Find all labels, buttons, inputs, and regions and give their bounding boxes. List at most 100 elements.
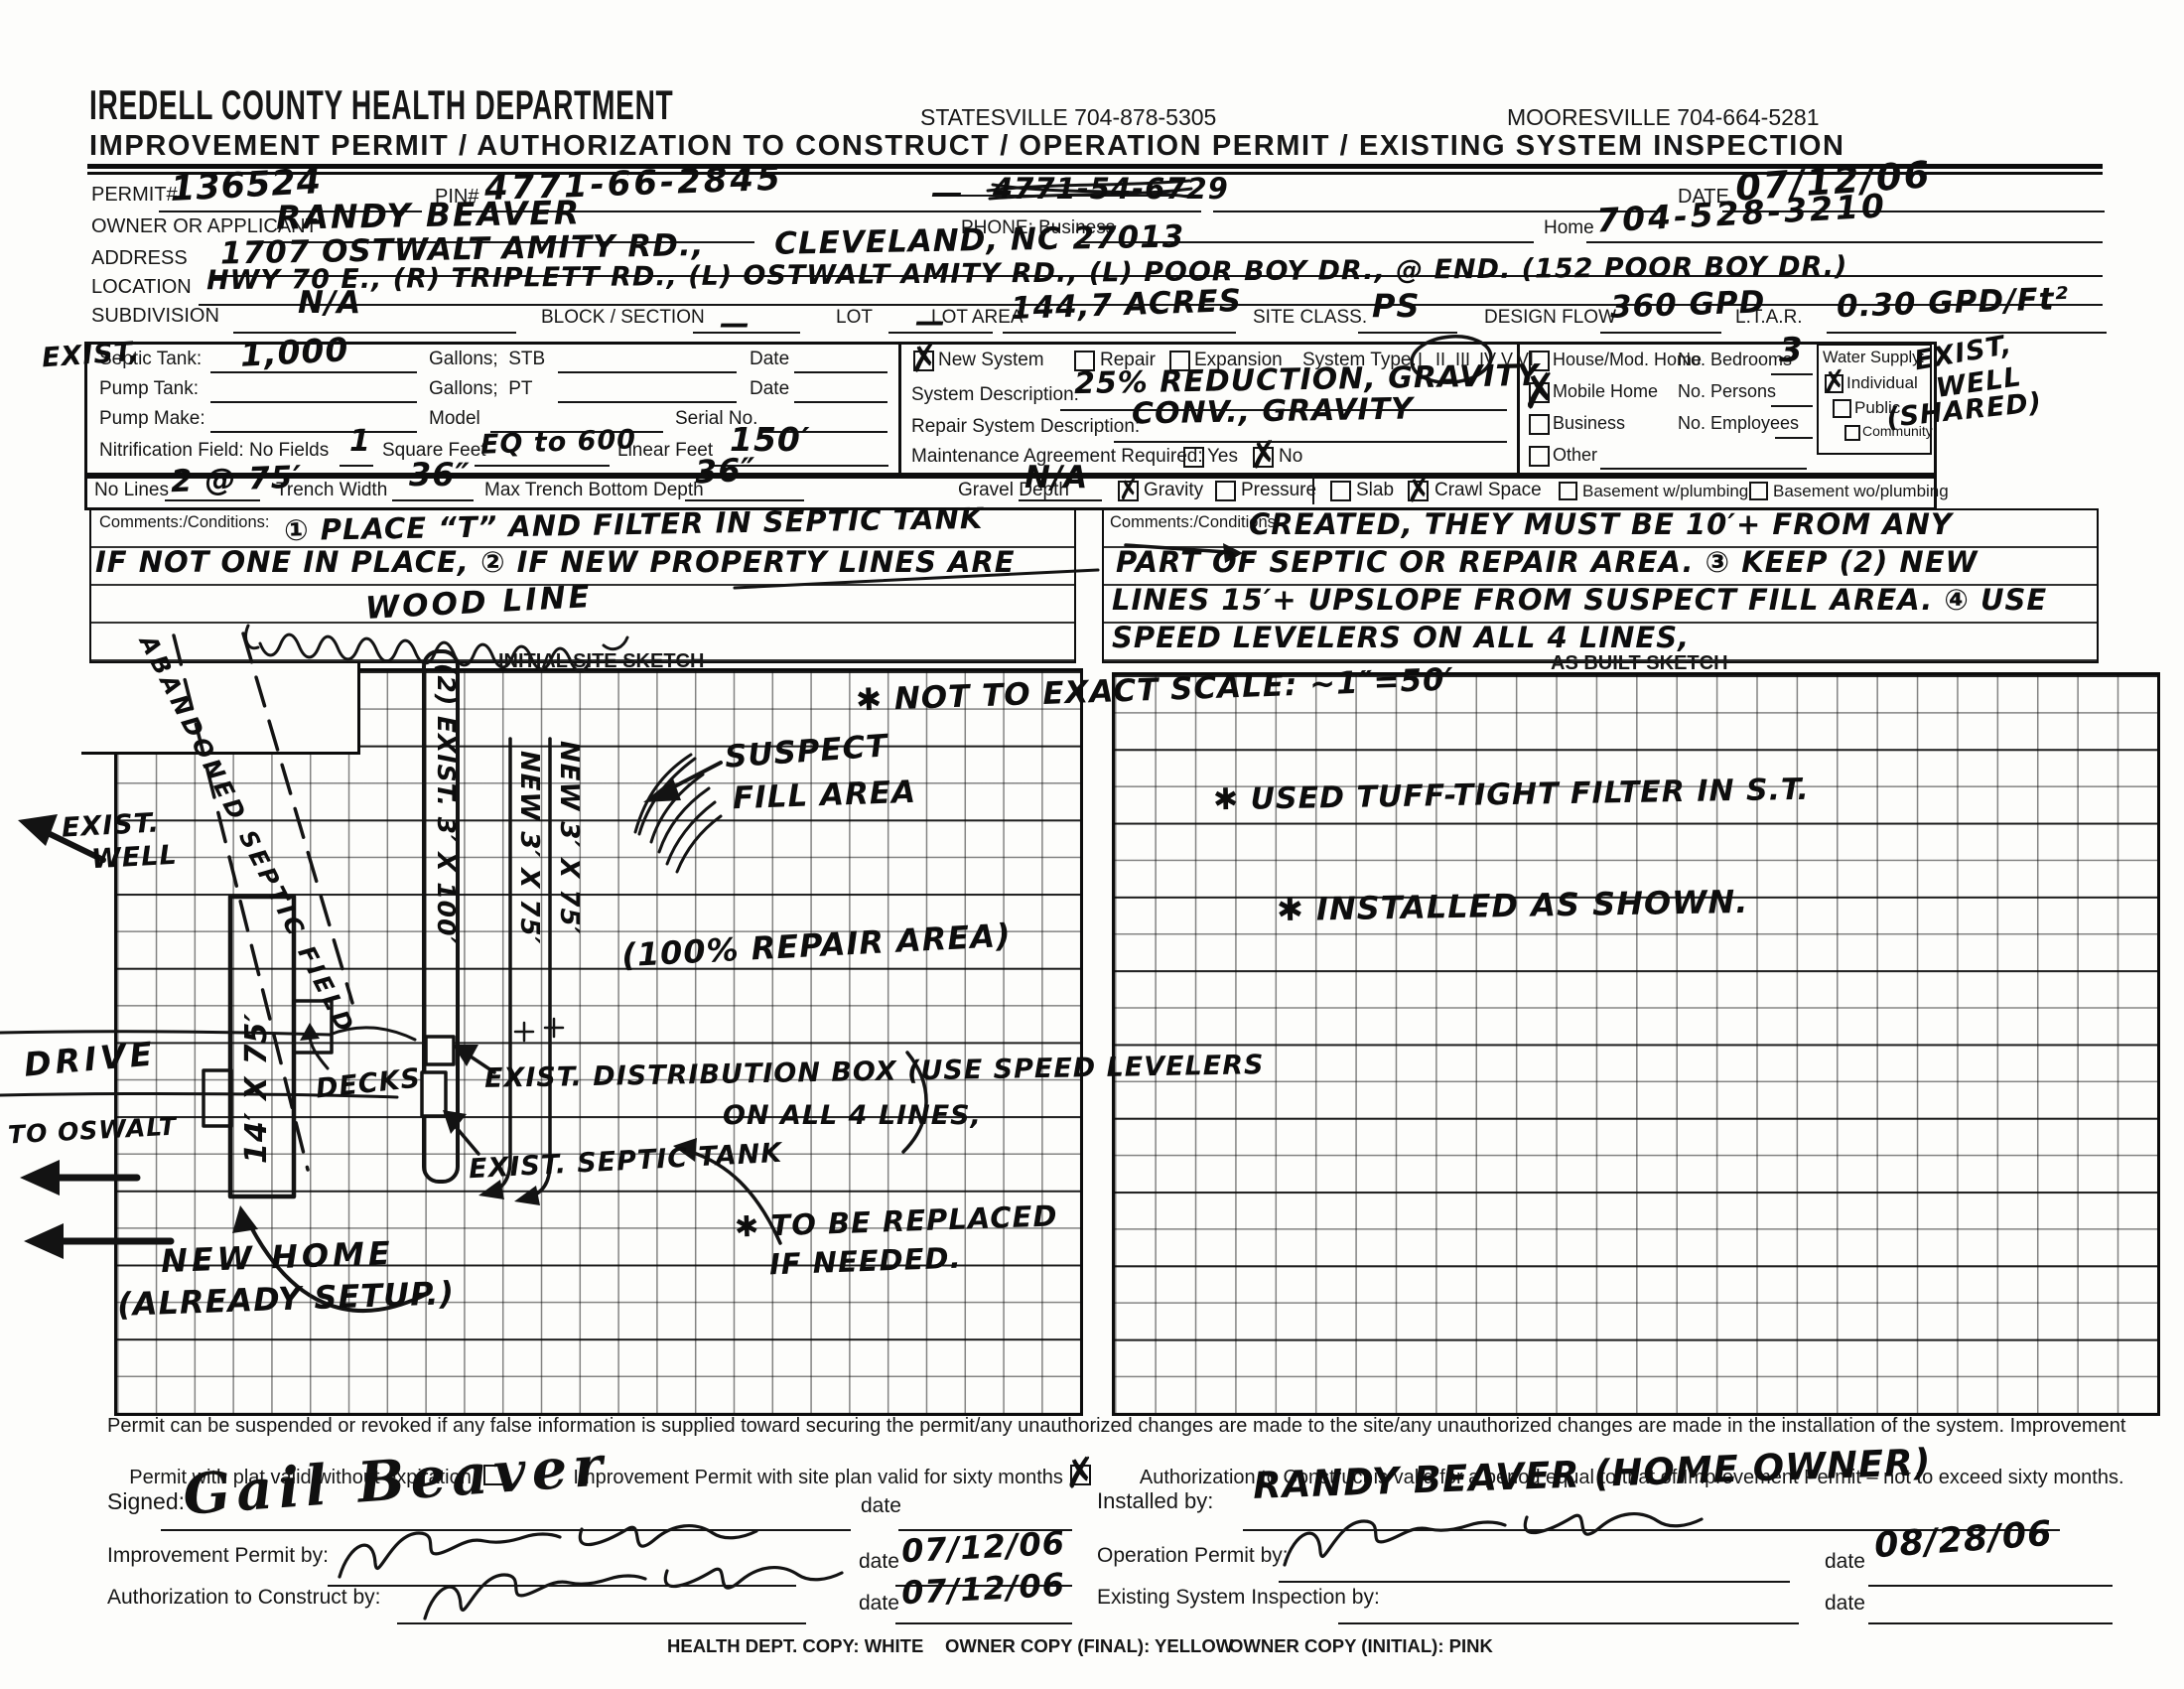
improvement-date-label: date bbox=[859, 1550, 899, 1573]
distribution-box-note-2: ON ALL 4 LINES, bbox=[723, 1100, 982, 1131]
lot-line bbox=[888, 332, 993, 334]
ltar-line bbox=[1827, 332, 2107, 334]
comments-right-box bbox=[1102, 508, 2099, 663]
initial-sketch-title: INITIAL SITE SKETCH bbox=[498, 650, 705, 672]
square-feet-label: Square Feet bbox=[382, 440, 486, 461]
signature-scrawl-improvement bbox=[338, 1524, 758, 1579]
persons-line bbox=[1771, 405, 1813, 407]
copy-owner-final: OWNER COPY (FINAL): YELLOW bbox=[945, 1635, 1234, 1656]
stb-line bbox=[558, 371, 737, 373]
checkmark: ✗ bbox=[1115, 473, 1142, 507]
septic-tank-label: Septic Tank: bbox=[99, 349, 203, 369]
checkbox-plat bbox=[483, 1465, 505, 1485]
pump-tank-line bbox=[210, 401, 417, 403]
signature-scrawl-operation bbox=[1283, 1511, 1704, 1567]
operation-date-line bbox=[1868, 1585, 2113, 1587]
comments-right-line2: PART OF SEPTIC OR REPAIR AREA. ③ KEEP (2… bbox=[1116, 545, 1979, 579]
trench-width-line bbox=[392, 499, 474, 501]
checkbox-new-system: ✗ bbox=[906, 337, 942, 381]
structure-box bbox=[1517, 342, 1937, 479]
lot-value: — bbox=[915, 305, 946, 340]
permit-line bbox=[159, 211, 422, 212]
repair-desc-line bbox=[1114, 441, 1507, 443]
checkmark: ✗ bbox=[1819, 362, 1849, 401]
new-system-label: New System bbox=[938, 350, 1044, 370]
pressure-label: Pressure bbox=[1241, 480, 1317, 500]
maint-no-label: No bbox=[1279, 446, 1303, 467]
form-title: IMPROVEMENT PERMIT / AUTHORIZATION TO CO… bbox=[89, 130, 1845, 162]
pump-tank-label: Pump Tank: bbox=[99, 378, 199, 399]
home-line bbox=[1586, 241, 2103, 243]
operation-permit-label: Operation Permit by: bbox=[1097, 1544, 1289, 1567]
ltar-label: L.T.A.R. bbox=[1735, 307, 1803, 328]
owner-line bbox=[263, 241, 754, 243]
no-lines-label: No Lines bbox=[94, 480, 169, 500]
basement-w-label: Basement w/plumbing bbox=[1582, 482, 1749, 500]
checkbox-basement-w bbox=[1559, 482, 1577, 500]
gravel-line bbox=[1019, 499, 1102, 501]
septic-value-line bbox=[210, 371, 417, 373]
checkbox-basement-wo bbox=[1749, 482, 1768, 500]
existing-inspection-label: Existing System Inspection by: bbox=[1097, 1586, 1380, 1609]
repair-desc-value: CONV., GRAVITY bbox=[1131, 391, 1415, 432]
water-supply-label: Water Supply: bbox=[1823, 349, 1926, 366]
subdivision-label: SUBDIVISION bbox=[91, 305, 219, 327]
expansion-label: Expansion bbox=[1194, 350, 1283, 370]
tank-exist-note: EXIST, bbox=[41, 336, 142, 374]
square-feet-line bbox=[475, 465, 610, 467]
persons-label: No. Persons bbox=[1678, 381, 1777, 401]
checkbox-sixty-months: ✗ bbox=[1061, 1448, 1101, 1497]
comments-right-line1: CREATED, THEY MUST BE 10′+ FROM ANY bbox=[1249, 507, 1953, 541]
nitrification-label: Nitrification Field: No Fields bbox=[99, 440, 330, 461]
comments-left-line2: IF NOT ONE IN PLACE, ② IF NEW PROPERTY L… bbox=[95, 545, 1016, 579]
home-phone-value: 704-528-3210 bbox=[1595, 186, 1888, 240]
operation-date-label: date bbox=[1825, 1550, 1865, 1573]
no-fields-line bbox=[340, 465, 373, 467]
repair-label: Repair bbox=[1100, 350, 1156, 370]
address-label: ADDRESS bbox=[91, 247, 188, 269]
stb-date-label: Date bbox=[750, 349, 790, 369]
maint-yes-label: Yes bbox=[1207, 446, 1238, 467]
mooresville-phone: MOORESVILLE 704-664-5281 bbox=[1507, 104, 1820, 130]
lot-area-value: 144,7 ACRES bbox=[1010, 282, 1243, 328]
basement-wo-label: Basement wo/plumbing bbox=[1773, 482, 1949, 500]
community-label: Community bbox=[1862, 423, 1933, 439]
slab-label: Slab bbox=[1356, 480, 1395, 500]
checkmark: ✗ bbox=[1245, 432, 1282, 478]
existing-date-line bbox=[1868, 1622, 2113, 1624]
trench-width-label: Trench Width bbox=[276, 480, 388, 500]
checkbox-house bbox=[1529, 351, 1550, 371]
checkmark: ✗ bbox=[1060, 1448, 1101, 1498]
authorization-line bbox=[397, 1622, 806, 1624]
gallons-pt-label: Gallons; PT bbox=[429, 378, 533, 399]
checkbox-business bbox=[1529, 414, 1550, 435]
mobile-home-label: Mobile Home bbox=[1553, 381, 1659, 401]
site-class-value: PS bbox=[1372, 287, 1421, 325]
oswalt-arrowhead-2 bbox=[24, 1223, 64, 1259]
employees-label: No. Employees bbox=[1678, 413, 1800, 433]
gravel-depth-label: Gravel Depth bbox=[958, 480, 1069, 500]
subdivision-value: N/A bbox=[298, 285, 362, 321]
lot-area-label: LOT AREA bbox=[931, 307, 1024, 328]
design-flow-value: 360 GPD bbox=[1609, 284, 1766, 326]
serial-line bbox=[762, 431, 887, 433]
bedrooms-label: No. Bedrooms bbox=[1678, 350, 1793, 369]
suspect-fill-note-2: FILL AREA bbox=[732, 774, 917, 817]
location-label: LOCATION bbox=[91, 276, 192, 298]
stb-date-line bbox=[794, 371, 887, 373]
owner-label: OWNER OR APPLICANT bbox=[91, 215, 318, 237]
signature-scrawl-authorization bbox=[423, 1565, 844, 1620]
legal-line2: Permit with plat valid without expiratio… bbox=[107, 1444, 2123, 1509]
checkbox-maint-yes bbox=[1183, 447, 1204, 468]
checkbox-expansion bbox=[1169, 351, 1190, 371]
exist-well-note-2: WELL bbox=[90, 839, 179, 876]
block-section-label: BLOCK / SECTION bbox=[541, 307, 705, 328]
system-desc-line bbox=[1060, 409, 1507, 411]
system-type-5: V bbox=[1501, 350, 1514, 369]
subdivision-line bbox=[233, 332, 516, 334]
address-line bbox=[210, 275, 2103, 277]
asbuilt-sketch-title: AS BUILT SKETCH bbox=[1551, 652, 1728, 674]
asbuilt-grid bbox=[1112, 672, 2160, 1416]
model-line bbox=[490, 431, 663, 433]
